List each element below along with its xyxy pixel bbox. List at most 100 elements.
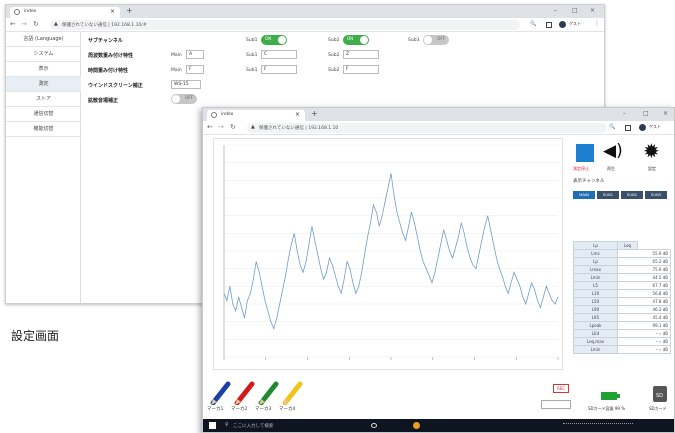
sub1-toggle[interactable]: ON (261, 35, 287, 45)
close-icon[interactable]: × (110, 8, 116, 15)
marker-1-pencil-icon[interactable] (210, 381, 231, 405)
channel-tab-sub2[interactable]: SUB2 (621, 191, 643, 199)
table-header-leq[interactable]: Leq (617, 241, 638, 250)
caption-text: 設定画面 (11, 329, 60, 343)
rec-button[interactable]: REC (553, 384, 569, 393)
channel-tab-sub3[interactable]: SUB3 (645, 191, 667, 199)
forward-icon[interactable]: → (218, 123, 224, 131)
tab-search-icon[interactable] (625, 125, 631, 131)
channel-tab-sub1[interactable]: SUB1 (597, 191, 619, 199)
taskbar-search-text[interactable]: ここに入力して検索 (233, 424, 274, 429)
table-key: Leq,max (573, 337, 618, 346)
url-field[interactable]: ▲ 保護されていない通信 | 192.168.1.10 (247, 123, 607, 133)
sub1-time-select[interactable]: F (261, 65, 297, 74)
sub1-freq-select[interactable]: C (261, 50, 297, 59)
rec-status-box (541, 400, 571, 409)
close-window-icon[interactable]: × (663, 110, 669, 117)
channel-select-label: 表示チャンネル (573, 179, 605, 184)
table-row: Lmin --.- dB (573, 345, 671, 354)
sd-free-label: SDカード容量 99 % (588, 406, 626, 411)
table-key: Lmx (573, 249, 618, 258)
minimize-icon[interactable]: – (554, 7, 557, 14)
sidebar-item-label: システム (33, 51, 54, 57)
table-value: 46.2 dB (617, 305, 671, 314)
sidebar-item-measure[interactable]: 測定 (6, 77, 81, 92)
sub1-freq-label: Sub1 (246, 53, 258, 58)
tab-title: index (221, 112, 234, 117)
windscreen-select[interactable]: WS-15 (171, 80, 201, 89)
sidebar-item-language[interactable]: 言語 (Language) (6, 32, 81, 47)
stop-measure-button[interactable] (576, 144, 594, 162)
zoom-icon[interactable]: 🔍 (530, 21, 537, 27)
windows-start-icon[interactable] (209, 422, 216, 429)
warning-icon: ▲ (54, 21, 58, 27)
close-window-icon[interactable]: × (590, 7, 596, 14)
sd-card-icon (653, 386, 667, 402)
speaker-icon[interactable]: ◀) (603, 141, 623, 161)
table-key: L50 (573, 297, 618, 306)
sub3-toggle[interactable]: OFF (423, 35, 449, 45)
sidebar-item-store[interactable]: ストア (6, 92, 81, 107)
sidebar-item-function[interactable]: 機能切替 (6, 122, 81, 137)
table-row: Leq,max --.- dB (573, 337, 671, 346)
table-header-lp[interactable]: Lp (573, 241, 618, 250)
main-time-select[interactable]: F (186, 65, 204, 74)
reload-icon[interactable]: ↻ (33, 20, 39, 28)
search-icon[interactable]: ⚲ (225, 422, 229, 428)
back-icon[interactable]: ← (10, 20, 16, 28)
address-bar-row: ← → ↻ ▲ 保護されていない通信 | 192.168.1.10/# 🔍 ゲス… (6, 18, 604, 32)
tab-search-icon[interactable] (546, 22, 552, 28)
back-icon[interactable]: ← (207, 123, 213, 131)
sidebar-item-system[interactable]: システム (6, 47, 81, 62)
sub2-time-select[interactable]: F (343, 65, 379, 74)
reload-icon[interactable]: ↻ (230, 123, 236, 131)
table-row: L50 47.8 dB (573, 297, 671, 306)
sd-card-icon-text: SD (656, 393, 664, 399)
sub2-label: Sub2 (328, 38, 340, 43)
marker-4-label: マーカ4 (279, 407, 296, 412)
browser-tab[interactable]: index × (10, 7, 120, 18)
zoom-icon[interactable]: 🔍 (609, 124, 616, 130)
table-row: L90 46.2 dB (573, 305, 671, 314)
sidebar-item-comm[interactable]: 通信切替 (6, 107, 81, 122)
browser-tab[interactable]: index × (207, 110, 305, 121)
marker-2-pencil-icon[interactable] (234, 381, 255, 405)
gear-icon[interactable]: ✹ (643, 139, 660, 163)
system-tray-icon[interactable] (563, 423, 633, 428)
table-key: L90 (573, 305, 618, 314)
maximize-icon[interactable]: □ (643, 110, 649, 117)
url-field[interactable]: ▲ 保護されていない通信 | 192.168.1.10/# (50, 20, 520, 30)
url-text: 保護されていない通信 | 192.168.1.10 (259, 126, 339, 131)
chrome-icon[interactable] (413, 422, 420, 429)
diffuse-toggle[interactable]: OFF (171, 94, 197, 104)
profile-icon[interactable] (639, 124, 646, 131)
table-value: 55.9 dB (617, 249, 671, 258)
rec-label: REC (556, 386, 566, 391)
profile-icon[interactable] (559, 21, 566, 28)
marker-3-pencil-icon[interactable] (258, 381, 279, 405)
level-table: Lp Leq Lmx 55.9 dB Lp 65.2 dB Lmax 75.9 dB … (573, 241, 671, 354)
main-freq-select[interactable]: A (186, 50, 204, 59)
tab-bar: index × + – □ × (203, 108, 674, 121)
channel-tab-main[interactable]: MAIN (573, 191, 595, 199)
menu-icon[interactable]: ⋮ (594, 20, 600, 27)
task-view-icon[interactable] (371, 423, 377, 428)
sub2-freq-select[interactable]: Z (343, 50, 379, 59)
profile-label: ゲスト (649, 124, 661, 129)
table-header-spacer (638, 242, 671, 250)
sidebar-item-display[interactable]: 表示 (6, 62, 81, 77)
url-text: 保護されていない通信 | 192.168.1.10/# (62, 23, 147, 28)
minimize-icon[interactable]: – (623, 110, 626, 117)
marker-4-pencil-icon[interactable] (282, 381, 303, 405)
new-tab-icon[interactable]: + (126, 6, 133, 15)
table-key: LEd (573, 329, 618, 338)
table-value: --.- dB (617, 337, 671, 346)
close-icon[interactable]: × (295, 111, 301, 118)
maximize-icon[interactable]: □ (572, 7, 578, 14)
forward-icon[interactable]: → (21, 20, 27, 28)
new-tab-icon[interactable]: + (311, 109, 318, 118)
toggle-knob (360, 36, 368, 44)
sidebar-item-label: 測定 (38, 81, 49, 87)
sub2-toggle[interactable]: ON (343, 35, 369, 45)
sub1-label: Sub1 (246, 38, 258, 43)
